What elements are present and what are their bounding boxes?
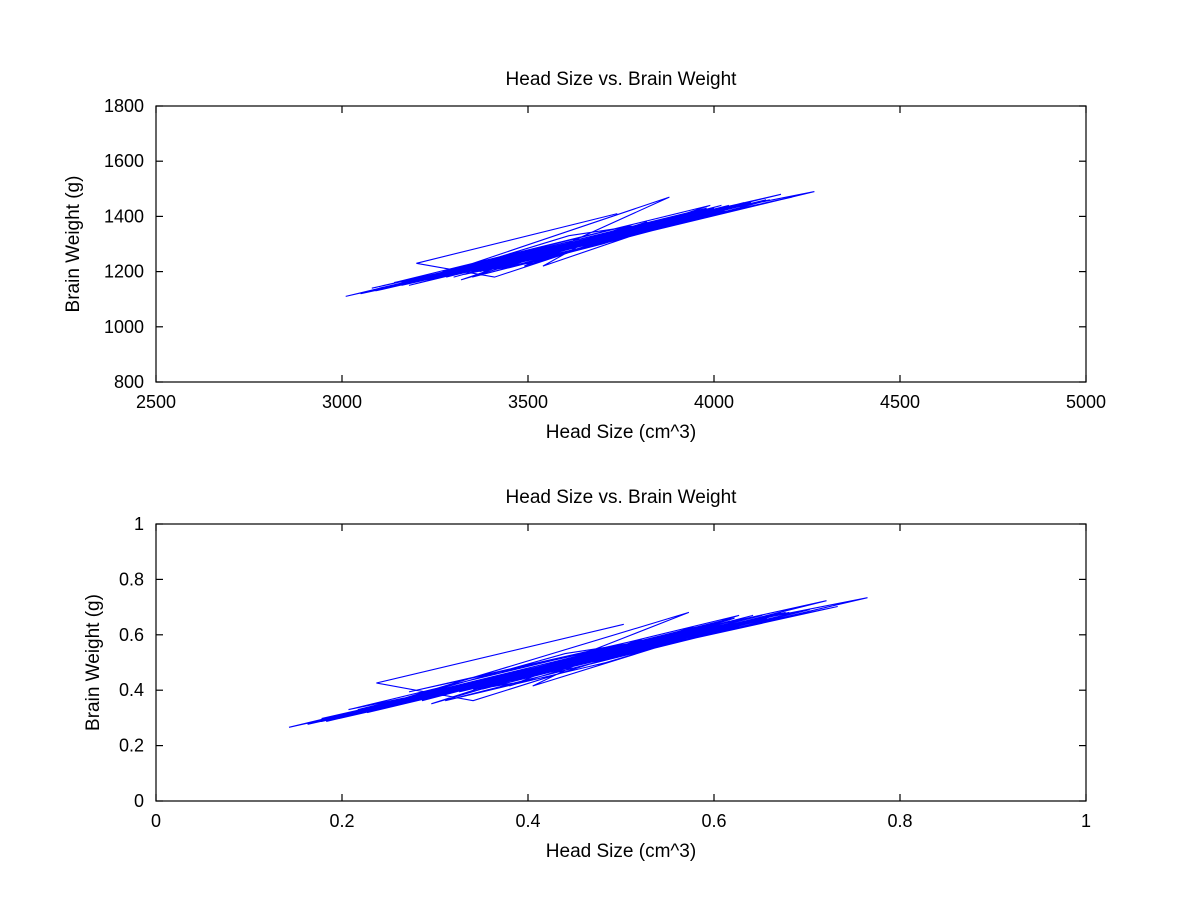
- y-tick-label: 1800: [104, 96, 144, 116]
- x-axis-label: Head Size (cm^3): [546, 422, 696, 443]
- x-tick-label: 0.4: [515, 811, 540, 831]
- y-axis-label: Brain Weight (g): [83, 594, 104, 731]
- chart-panel-top: 2500 3000 3500 4000 4500 5000 800 1000 1200 1400 1…: [63, 69, 1106, 443]
- y-tick-label: 1000: [104, 317, 144, 337]
- x-tick-label: 1: [1081, 811, 1091, 831]
- x-tick-label: 0.8: [887, 811, 912, 831]
- x-tick-label: 4500: [880, 392, 920, 412]
- x-tick-label: 5000: [1066, 392, 1106, 412]
- y-tick-label: 0.8: [119, 569, 144, 589]
- x-tick-label: 0.2: [329, 811, 354, 831]
- chart-panel-bottom: 0 0.2 0.4 0.6 0.8 1 0 0.2 0.4 0.6 0.8 1 Head Size vs…: [83, 487, 1091, 862]
- x-tick-label: 3500: [508, 392, 548, 412]
- y-tick-label: 1200: [104, 262, 144, 282]
- y-tick-label: 800: [114, 372, 144, 392]
- y-tick-label: 0.2: [119, 736, 144, 756]
- y-tick-label: 0: [134, 791, 144, 811]
- y-tick-label: 1600: [104, 151, 144, 171]
- x-tick-label: 0: [151, 811, 161, 831]
- y-tick-label: 1400: [104, 206, 144, 226]
- y-tick-label: 1: [134, 514, 144, 534]
- plot-frame: [155, 105, 1087, 383]
- y-axis-label: Brain Weight (g): [63, 176, 84, 313]
- plot-frame: [155, 523, 1087, 802]
- series-line: [288, 597, 868, 728]
- chart-title: Head Size vs. Brain Weight: [506, 487, 738, 508]
- chart-title: Head Size vs. Brain Weight: [506, 69, 738, 90]
- x-tick-label: 3000: [322, 392, 362, 412]
- x-axis-label: Head Size (cm^3): [546, 841, 696, 862]
- series-line: [345, 191, 815, 297]
- y-tick-label: 0.6: [119, 625, 144, 645]
- x-tick-label: 4000: [694, 392, 734, 412]
- y-tick-label: 0.4: [119, 680, 144, 700]
- x-tick-label: 0.6: [701, 811, 726, 831]
- x-tick-label: 2500: [136, 392, 176, 412]
